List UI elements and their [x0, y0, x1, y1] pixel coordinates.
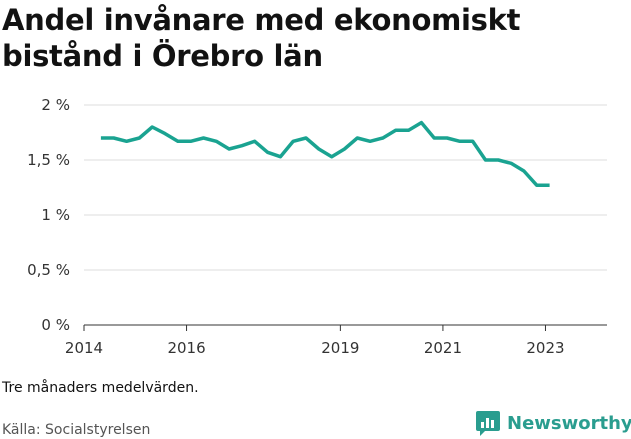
y-tick-label: 0,5 %	[27, 261, 70, 279]
y-tick-label: 2 %	[41, 96, 70, 114]
series-layer	[100, 120, 550, 188]
series-line-0	[100, 120, 550, 188]
source-text: Källa: Socialstyrelsen	[2, 422, 151, 438]
newsworthy-logo-icon	[476, 411, 500, 436]
x-tick-label: 2016	[167, 339, 205, 357]
x-tick-label: 2023	[526, 339, 564, 357]
y-tick-label: 1,5 %	[27, 151, 70, 169]
chart-title: Andel invånare med ekonomiskt bistånd i …	[2, 3, 521, 73]
gridlines	[84, 104, 607, 271]
x-tick-label: 2021	[424, 339, 462, 357]
x-tick-label: 2014	[65, 339, 103, 357]
y-axis-ticks: 0 % 0,5 % 1 % 1,5 % 2 %	[27, 96, 70, 334]
x-axis-ticks: 2014 2016 2019 2021 2023	[65, 325, 565, 357]
y-tick-label: 0 %	[41, 316, 70, 334]
brand-logo[interactable]: Newsworthy	[475, 408, 631, 438]
y-tick-label: 1 %	[41, 206, 70, 224]
brand-name: Newsworthy	[507, 412, 631, 434]
line-chart: 0 % 0,5 % 1 % 1,5 % 2 % 2014 2016 2019 2021 2023	[27, 96, 607, 357]
x-tick-label: 2019	[321, 339, 359, 357]
chart-note: Tre månaders medelvärden.	[2, 380, 199, 396]
